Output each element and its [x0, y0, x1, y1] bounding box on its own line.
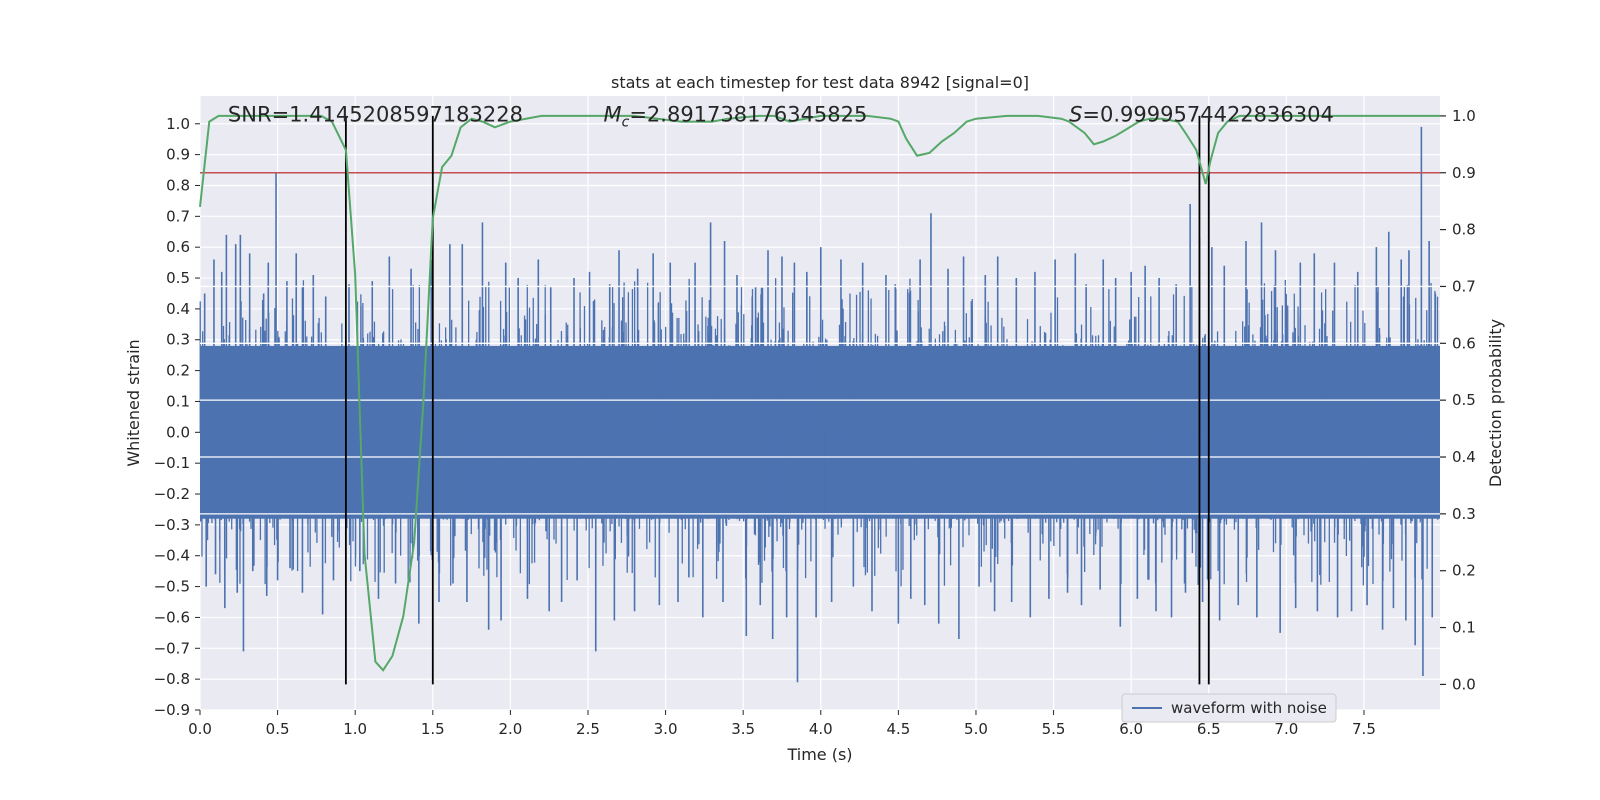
right-y-tick-label: 1.0 [1452, 107, 1476, 125]
x-tick-label: 5.5 [1042, 720, 1066, 738]
annotation-value: =2.891738176345825 [629, 103, 867, 127]
vertical-markers [344, 115, 1210, 685]
x-tick-label: 5.0 [964, 720, 988, 738]
annotation-text: Mc=2.891738176345825 [604, 103, 868, 131]
right-y-tick-label: 0.1 [1452, 619, 1476, 637]
x-tick-label: 7.5 [1352, 720, 1376, 738]
y-tick-label: −0.6 [154, 608, 190, 626]
annotation-text: S=0.9999574422836304 [1069, 103, 1334, 127]
chart-title: stats at each timestep for test data 894… [611, 73, 1029, 92]
y-tick-label: −0.7 [154, 639, 190, 657]
x-tick-label: 6.5 [1197, 720, 1221, 738]
right-y-tick-label: 0.5 [1452, 391, 1476, 409]
x-tick-label: 2.0 [498, 720, 522, 738]
annotation-subscript: c [622, 115, 630, 131]
annotation-symbol: SNR [228, 103, 272, 127]
x-tick-label: 3.5 [731, 720, 755, 738]
annotation-symbol: M [604, 103, 622, 127]
x-tick-label: 1.5 [421, 720, 445, 738]
legend-label: waveform with noise [1171, 699, 1327, 717]
waveform-series [199, 126, 1440, 683]
x-tick-label: 7.0 [1274, 720, 1298, 738]
y-tick-label: 0.8 [166, 176, 190, 194]
x-tick-label: 3.0 [654, 720, 678, 738]
y-tick-label: −0.4 [154, 547, 190, 565]
legend: waveform with noise [1121, 693, 1337, 723]
right-y-tick-label: 0.3 [1452, 505, 1476, 523]
right-y-tick-label: 0.2 [1452, 562, 1476, 580]
x-tick-label: 0.5 [266, 720, 290, 738]
y-axis-ticks: 1.0 0.9 0.8 0.7 0.6 0.5 0.4 0.3 0.2 0.1 0.0 −0.1 −0.… [154, 115, 200, 719]
y-tick-label: −0.5 [154, 578, 190, 596]
right-y-axis-label: Detection probability [1486, 319, 1505, 487]
y-tick-label: 0.7 [166, 207, 190, 225]
y-tick-label: −0.9 [154, 701, 190, 719]
right-y-tick-label: 0.4 [1452, 448, 1476, 466]
x-tick-label: 4.0 [809, 720, 833, 738]
annotation-symbol: S [1069, 103, 1082, 127]
y-tick-label: 0.0 [166, 423, 190, 441]
y-tick-label: 0.6 [166, 238, 190, 256]
right-y-axis-ticks: 1.0 0.9 0.8 0.7 0.6 0.5 0.4 0.3 0.2 0.1 0.0 [1440, 107, 1476, 693]
x-tick-label: 6.0 [1119, 720, 1143, 738]
y-tick-label: 0.1 [166, 392, 190, 410]
x-tick-label: 4.5 [886, 720, 910, 738]
y-tick-label: 0.5 [166, 269, 190, 287]
y-axis-label: Whitened strain [124, 339, 143, 466]
right-y-tick-label: 0.0 [1452, 675, 1476, 693]
y-tick-label: 0.4 [166, 300, 190, 318]
y-tick-label: −0.1 [154, 454, 190, 472]
annotations: SNR=1.4145208597183228 Mc=2.8917381763458… [228, 103, 1334, 131]
right-axis-grid [200, 285, 1440, 515]
x-tick-label: 1.0 [343, 720, 367, 738]
right-y-tick-label: 0.7 [1452, 277, 1476, 295]
right-y-tick-label: 0.8 [1452, 221, 1476, 239]
y-tick-label: −0.8 [154, 670, 190, 688]
x-axis-ticks: 0.0 0.5 1.0 1.5 2.0 2.5 3.0 3.5 4.0 4.5 5.0 5.5 6.0 6… [188, 710, 1376, 738]
probability-line [199, 114, 1440, 672]
y-tick-label: 0.3 [166, 331, 190, 349]
right-y-tick-label: 0.6 [1452, 334, 1476, 352]
x-tick-label: 2.5 [576, 720, 600, 738]
probability-series [199, 114, 1440, 672]
annotation-value: =0.9999574422836304 [1082, 103, 1333, 127]
annotation-value: =1.4145208597183228 [272, 103, 523, 127]
y-tick-label: −0.3 [154, 516, 190, 534]
legend-box [1121, 693, 1337, 723]
annotation-text: SNR=1.4145208597183228 [228, 103, 523, 127]
x-axis-label: Time (s) [786, 745, 852, 764]
y-tick-label: 0.2 [166, 362, 190, 380]
x-tick-label: 0.0 [188, 720, 212, 738]
right-y-tick-label: 0.9 [1452, 164, 1476, 182]
y-tick-label: 0.9 [166, 146, 190, 164]
y-tick-label: −0.2 [154, 485, 190, 503]
y-tick-label: 1.0 [166, 115, 190, 133]
